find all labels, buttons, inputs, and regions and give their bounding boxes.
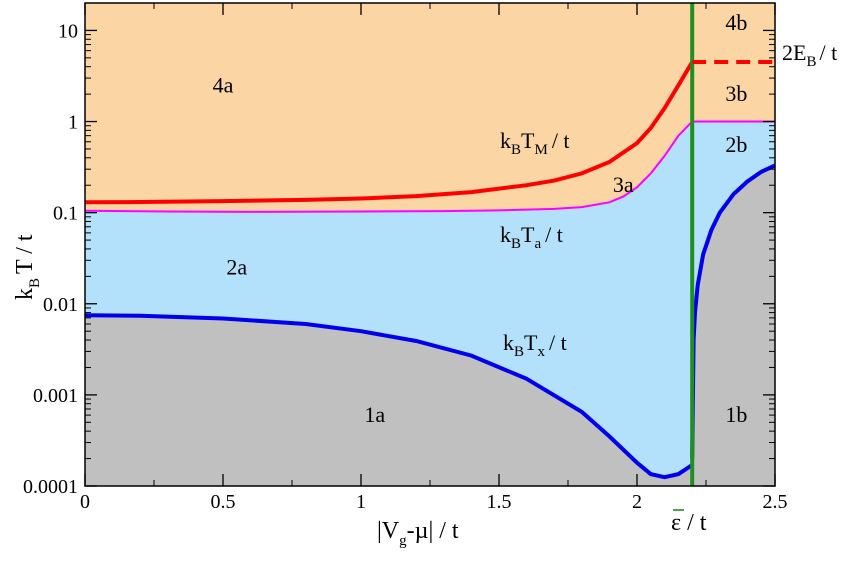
x-tick-label: 2.5	[763, 491, 788, 513]
x-tick-label: 0	[80, 491, 90, 513]
region-label-2a: 2a	[226, 255, 247, 280]
region-label-1b: 1b	[725, 402, 747, 427]
axis-ticks: 0 0.5 1 1.5 2 2.5 0.0001 0.001 0.01 0.1 1 10	[23, 2, 788, 513]
region-2b-fill	[692, 121, 775, 459]
y-tick-label: 0.001	[33, 385, 78, 407]
region-label-4a: 4a	[213, 72, 234, 97]
region-labels: 4a 3a 2a 1a 4b 3b 2b 1b	[213, 10, 748, 427]
ta-curve-label: kBTa / t	[500, 222, 563, 252]
tm-curve	[85, 60, 694, 205]
region-label-1a: 1a	[364, 402, 385, 427]
x-axis-title: |Vg-µ| / t	[377, 518, 459, 549]
tx-curve	[85, 313, 694, 480]
epsilon-axis-label: ε / t	[671, 510, 707, 536]
region-2a-fill	[85, 121, 693, 478]
ta-curve	[85, 120, 775, 213]
y-tick-label: 1	[68, 112, 78, 134]
y-tick-label: 0.1	[53, 203, 78, 225]
region-1b-fill	[692, 165, 775, 486]
tx-curve-right	[690, 163, 775, 459]
tx-curve-label: kBTx / t	[503, 330, 567, 360]
y-axis-title: kBT / t	[12, 234, 43, 300]
y-tick-label: 0.01	[43, 294, 78, 316]
y-tick-label: 0.0001	[23, 476, 78, 498]
region-1a-fill	[85, 315, 693, 486]
region-label-2b: 2b	[725, 132, 747, 157]
series-curves	[85, 60, 775, 480]
region-label-4b: 4b	[725, 10, 747, 35]
two-eb-label: 2EB / t	[782, 40, 837, 70]
region-label-3b: 3b	[725, 81, 747, 106]
x-tick-label: 1	[356, 491, 366, 513]
x-tick-label: 1.5	[487, 491, 512, 513]
x-tick-label: 0.5	[211, 491, 236, 513]
y-tick-label: 10	[58, 20, 78, 42]
region-fills	[85, 3, 775, 486]
tm-curve-label: kBTM / t	[500, 128, 570, 158]
x-tick-label: 2	[632, 491, 642, 513]
region-label-3a: 3a	[613, 172, 634, 197]
